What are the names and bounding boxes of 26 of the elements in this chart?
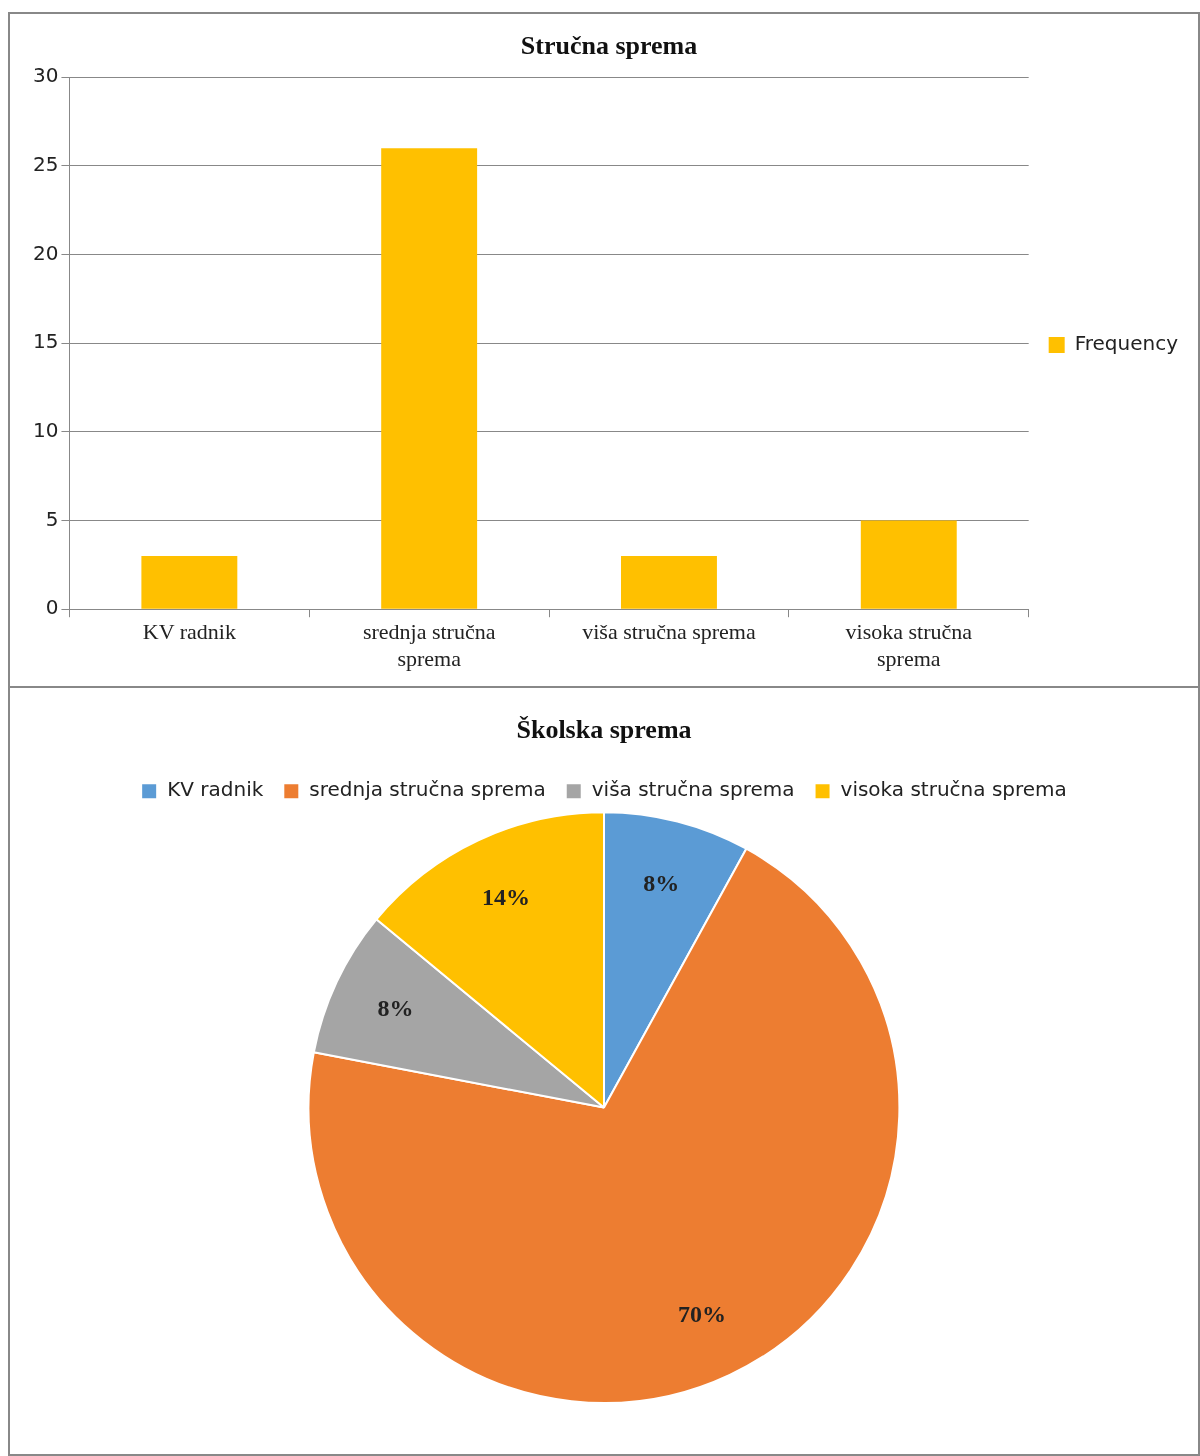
y-tick-label: 0: [45, 595, 59, 620]
legend-label: srednja stručna sprema: [309, 777, 546, 802]
chart-title: Školska sprema: [516, 715, 692, 745]
data-label: 8%: [643, 869, 680, 896]
legend-label: visoka stručna sprema: [840, 777, 1067, 802]
y-tick-label: 25: [33, 152, 59, 177]
y-tick-label: 10: [33, 418, 59, 443]
x-tick-label: srednja stručna sprema: [362, 619, 496, 671]
y-tick-label: 5: [45, 506, 59, 531]
x-tick-label: viša stručna sprema: [582, 619, 756, 645]
bar: [381, 148, 478, 609]
x-tick-label: KV radnik: [142, 619, 236, 645]
y-tick-label: 15: [33, 329, 59, 354]
bar: [141, 556, 238, 609]
y-tick-label: 30: [33, 63, 59, 88]
bar: [860, 520, 957, 609]
x-tick-label: visoka stručna sprema: [845, 619, 973, 671]
data-label: 8%: [377, 994, 414, 1021]
data-label: 70%: [678, 1301, 727, 1328]
legend-label: KV radnik: [167, 777, 264, 802]
bar: [621, 556, 717, 609]
chart-title: Stručna sprema: [520, 31, 698, 61]
data-label: 14%: [481, 884, 530, 911]
legend-label: viša stručna sprema: [591, 777, 795, 802]
y-tick-label: 20: [33, 240, 59, 265]
legend-label: Frequency: [1074, 331, 1179, 356]
